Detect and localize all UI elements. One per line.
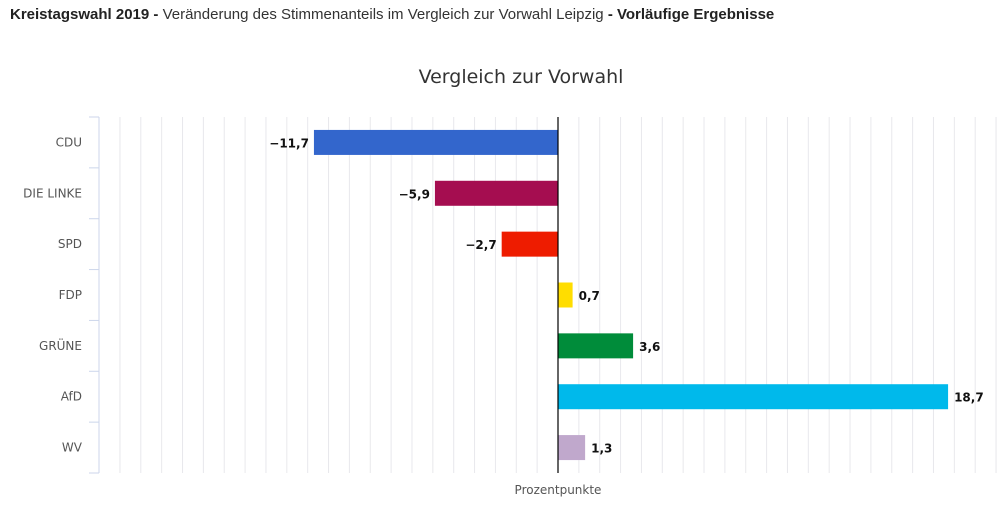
- bar: [558, 282, 573, 308]
- header-election: Kreistagswahl 2019 -: [10, 6, 159, 23]
- bar: [558, 384, 949, 410]
- chart-title: Vergleich zur Vorwahl: [419, 66, 624, 88]
- y-axis: CDU DIE LINKE SPD FDP GRÜNE AfD WV: [23, 116, 100, 474]
- bar: [558, 435, 586, 461]
- bar: [313, 129, 558, 155]
- value-label: 0,7: [579, 289, 600, 303]
- category-label: AfD: [61, 390, 82, 404]
- category-label: FDP: [59, 288, 82, 302]
- category-label: CDU: [56, 135, 82, 149]
- bar: [558, 333, 634, 359]
- value-label: −11,7: [269, 136, 309, 150]
- category-label: DIE LINKE: [23, 186, 82, 200]
- value-label: 18,7: [954, 391, 984, 405]
- value-label: −5,9: [399, 187, 430, 201]
- bar: [434, 180, 558, 206]
- bars: −11,7 −5,9 −2,7 0,7 3,6 18,7 1,3: [269, 129, 984, 461]
- value-label: −2,7: [465, 238, 496, 252]
- grid-lines: [119, 117, 997, 473]
- category-label: WV: [62, 441, 83, 455]
- x-axis-title: Prozentpunkte: [515, 483, 602, 497]
- category-label: SPD: [58, 237, 82, 251]
- page-header: Kreistagswahl 2019 - Veränderung des Sti…: [10, 6, 774, 23]
- category-label: GRÜNE: [39, 337, 82, 353]
- value-label: 1,3: [591, 442, 612, 456]
- value-label: 3,6: [639, 340, 660, 354]
- header-status: - Vorläufige Ergebnisse: [607, 6, 775, 23]
- header-description: Veränderung des Stimmenanteils im Vergle…: [158, 6, 608, 23]
- bar: [501, 231, 558, 257]
